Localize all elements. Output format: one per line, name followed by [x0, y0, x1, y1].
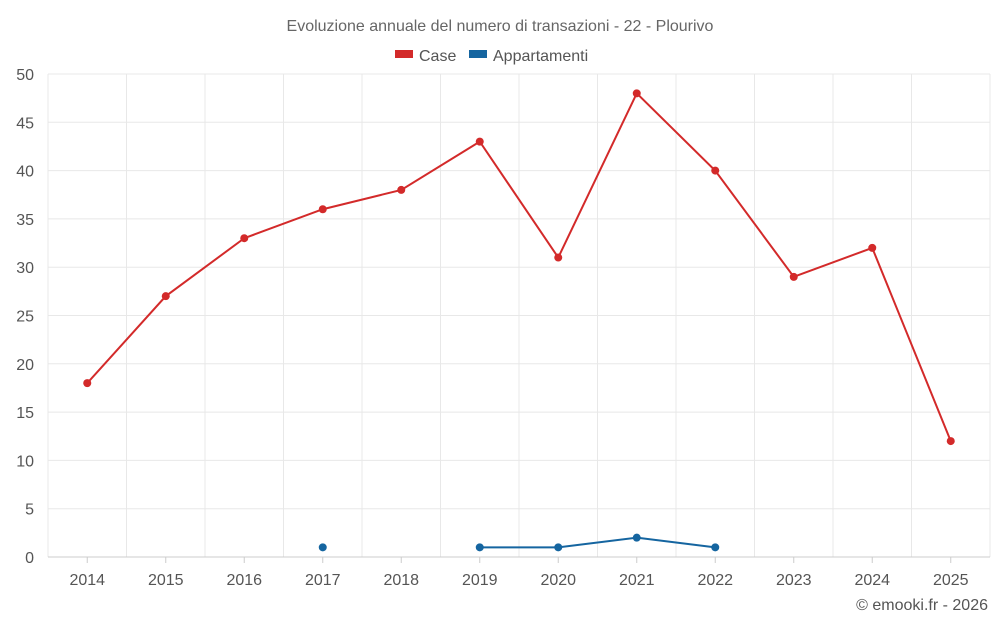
data-point-case-2015[interactable]	[161, 292, 170, 301]
data-point-case-2024[interactable]	[868, 243, 877, 252]
credit-text: © emooki.fr - 2026	[856, 597, 988, 614]
x-tick-label: 2025	[933, 572, 969, 589]
data-point-appartamenti-2019[interactable]	[475, 543, 484, 552]
y-tick-label: 0	[25, 550, 34, 567]
y-tick-label: 5	[25, 502, 34, 519]
x-axis: 2014 2015 2016 2017 2018 2019 2020 2021 2022 2023…	[48, 556, 990, 589]
chart-title: Evoluzione annuale del numero di transaz…	[287, 18, 714, 35]
x-tick-label: 2018	[383, 572, 419, 589]
data-point-appartamenti-2022[interactable]	[711, 543, 720, 552]
y-axis: 0 5 10 15 20 25 30 35 40 45 50	[16, 67, 34, 567]
legend-label-appartamenti: Appartamenti	[493, 48, 588, 65]
y-tick-label: 50	[16, 67, 34, 84]
plot-area	[83, 89, 955, 552]
data-point-case-2019[interactable]	[475, 137, 484, 146]
y-tick-label: 10	[16, 453, 34, 470]
y-tick-label: 20	[16, 357, 34, 374]
y-tick-label: 40	[16, 164, 34, 181]
y-tick-label: 35	[16, 212, 34, 229]
x-tick-label: 2016	[226, 572, 262, 589]
data-point-case-2016[interactable]	[240, 234, 249, 243]
x-tick-label: 2019	[462, 572, 498, 589]
data-point-appartamenti-2017[interactable]	[318, 543, 327, 552]
grid	[47, 73, 991, 558]
data-point-case-2020[interactable]	[554, 253, 563, 262]
x-tick-label: 2023	[776, 572, 812, 589]
legend: Case Appartamenti	[395, 48, 588, 65]
y-tick-label: 45	[16, 115, 34, 132]
x-tick-label: 2024	[854, 572, 890, 589]
x-tick-label: 2022	[697, 572, 733, 589]
x-tick-label: 2014	[69, 572, 105, 589]
legend-label-case: Case	[419, 48, 456, 65]
legend-item-appartamenti[interactable]: Appartamenti	[469, 48, 588, 65]
x-tick-label: 2017	[305, 572, 341, 589]
data-point-case-2017[interactable]	[318, 205, 327, 214]
data-point-case-2018[interactable]	[397, 185, 406, 194]
y-tick-label: 15	[16, 405, 34, 422]
data-point-case-2025[interactable]	[946, 437, 955, 446]
x-tick-label: 2021	[619, 572, 655, 589]
x-tick-label: 2015	[148, 572, 184, 589]
series-line-case	[86, 91, 952, 442]
legend-swatch-appartamenti	[469, 50, 487, 58]
data-point-case-2022[interactable]	[711, 166, 720, 175]
y-tick-label: 25	[16, 309, 34, 326]
data-point-case-2014[interactable]	[83, 379, 92, 388]
y-tick-label: 30	[16, 260, 34, 277]
data-point-case-2021[interactable]	[632, 89, 641, 98]
legend-swatch-case	[395, 50, 413, 58]
data-point-case-2023[interactable]	[789, 272, 798, 281]
data-point-appartamenti-2020[interactable]	[554, 543, 563, 552]
data-point-appartamenti-2021[interactable]	[632, 533, 641, 542]
legend-item-case[interactable]: Case	[395, 48, 456, 65]
x-tick-label: 2020	[540, 572, 576, 589]
series-line-appartamenti	[479, 536, 716, 549]
